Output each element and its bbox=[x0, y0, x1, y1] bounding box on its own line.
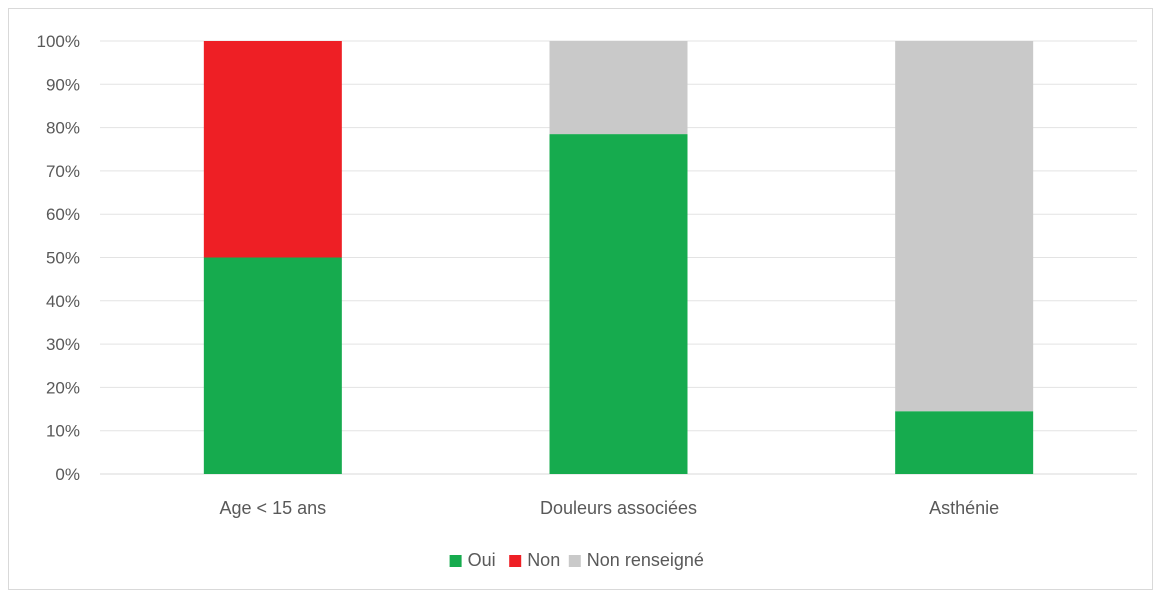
bar-segment bbox=[549, 41, 688, 135]
legend-swatch bbox=[449, 555, 462, 567]
legend-swatch bbox=[568, 555, 581, 567]
y-tick-label: 40% bbox=[46, 292, 80, 311]
x-category-label: Asthénie bbox=[929, 498, 999, 518]
y-tick-label: 20% bbox=[46, 378, 80, 397]
x-axis-categories: Age < 15 ans Douleurs associées Asthénie bbox=[220, 498, 1000, 518]
bar-segment bbox=[203, 41, 342, 258]
legend: Oui Non Non renseigné bbox=[449, 550, 704, 570]
y-tick-label: 80% bbox=[46, 119, 80, 138]
bar-segment bbox=[549, 134, 688, 474]
y-tick-label: 10% bbox=[46, 422, 80, 441]
x-category-label: Age < 15 ans bbox=[220, 498, 327, 518]
legend-swatch bbox=[509, 555, 522, 567]
legend-label: Non renseigné bbox=[587, 550, 704, 570]
y-tick-label: 30% bbox=[46, 335, 80, 354]
bar-segment bbox=[895, 411, 1034, 474]
y-tick-label: 50% bbox=[46, 249, 80, 268]
legend-label: Oui bbox=[468, 550, 496, 570]
bars bbox=[203, 41, 1034, 474]
legend-label: Non bbox=[527, 550, 560, 570]
y-axis-ticks: 0% 10% 20% 30% 40% 50% 60% 70% 80% 90% 100% bbox=[37, 32, 80, 484]
x-category-label: Douleurs associées bbox=[540, 498, 697, 518]
y-tick-label: 70% bbox=[46, 162, 80, 181]
y-tick-label: 90% bbox=[46, 75, 80, 94]
y-tick-label: 100% bbox=[37, 32, 80, 51]
y-tick-label: 60% bbox=[46, 205, 80, 224]
y-tick-label: 0% bbox=[55, 465, 80, 484]
bar-segment bbox=[895, 41, 1034, 412]
bar-segment bbox=[203, 257, 342, 474]
